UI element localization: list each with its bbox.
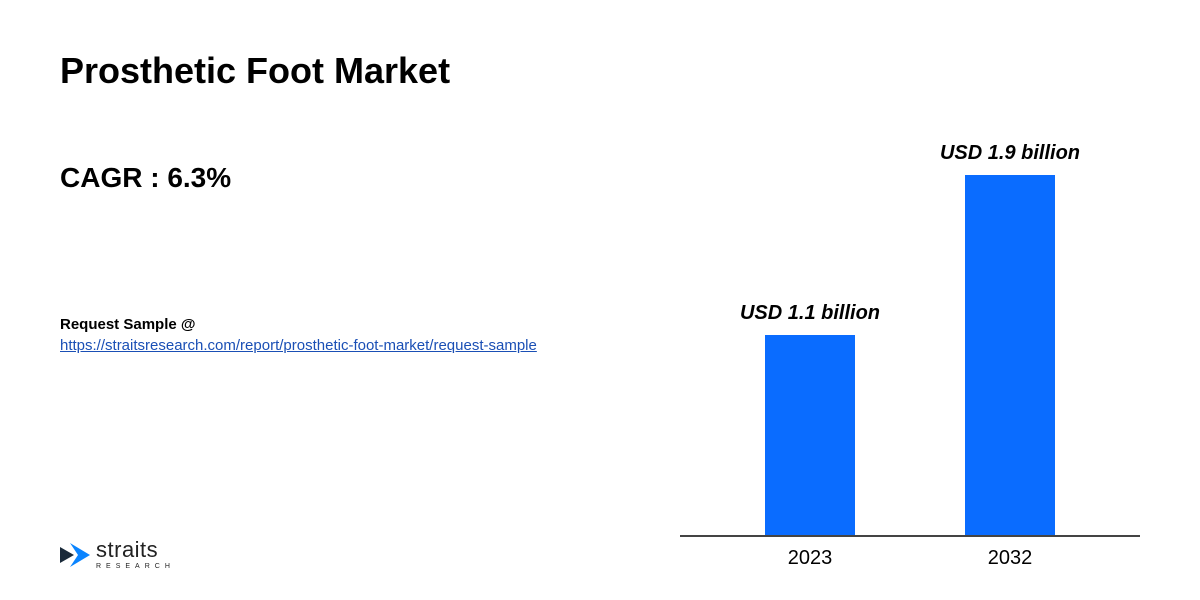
bar-chart: USD 1.1 billion USD 1.9 billion <box>680 30 1140 537</box>
bar-value-label: USD 1.1 billion <box>740 302 880 325</box>
infographic-container: Prosthetic Foot Market CAGR : 6.3% Reque… <box>0 0 1200 600</box>
chart-panel: USD 1.1 billion USD 1.9 billion 2023 203… <box>680 30 1140 570</box>
request-sample-block: Request Sample @ https://straitsresearch… <box>60 314 660 356</box>
cagr-stat: CAGR : 6.3% <box>60 162 660 194</box>
left-panel: Prosthetic Foot Market CAGR : 6.3% Reque… <box>60 30 680 570</box>
request-label: Request Sample @ <box>60 314 660 335</box>
x-axis-label: 2023 <box>740 547 880 570</box>
brand-logo: straits RESEARCH <box>60 539 175 570</box>
bar-rect <box>765 335 855 535</box>
bar-value-label: USD 1.9 billion <box>940 142 1080 165</box>
x-axis-labels: 2023 2032 <box>680 537 1140 570</box>
logo-sub-text: RESEARCH <box>96 563 175 570</box>
logo-text: straits RESEARCH <box>96 539 175 570</box>
bar-group: USD 1.1 billion <box>740 302 880 535</box>
x-axis-label: 2032 <box>940 547 1080 570</box>
bar-group: USD 1.9 billion <box>940 142 1080 535</box>
page-title: Prosthetic Foot Market <box>60 50 660 92</box>
bar-rect <box>965 175 1055 535</box>
logo-main-text: straits <box>96 539 175 561</box>
logo-mark-icon <box>60 543 90 567</box>
request-sample-link[interactable]: https://straitsresearch.com/report/prost… <box>60 337 537 354</box>
